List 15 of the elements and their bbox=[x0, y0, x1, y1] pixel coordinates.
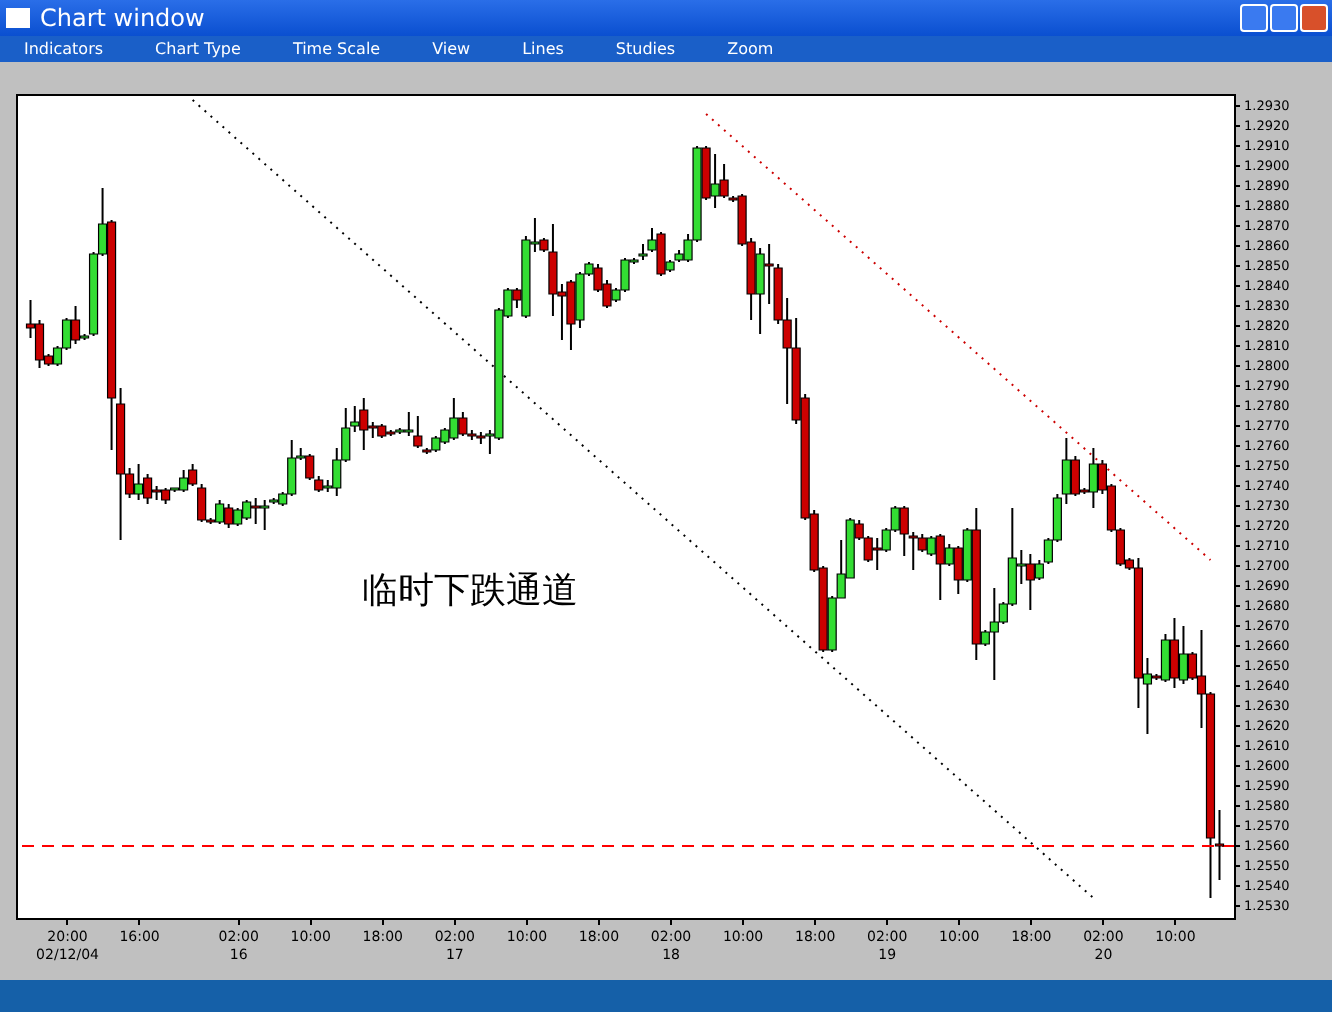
text: Time Scale bbox=[292, 40, 381, 58]
candlestick bbox=[133, 463, 144, 501]
text: Chart Type bbox=[155, 40, 241, 58]
text: Zoom bbox=[727, 40, 774, 58]
candlestick bbox=[1178, 625, 1189, 685]
text: Studies bbox=[615, 40, 676, 58]
text: View bbox=[432, 40, 471, 58]
candlestick bbox=[70, 305, 81, 345]
chart-title: Chart window bbox=[40, 2, 205, 36]
candlestick bbox=[1169, 617, 1180, 689]
text: Indicators bbox=[24, 40, 104, 58]
candlestick bbox=[197, 483, 207, 523]
annotation: 临时下跌通道 bbox=[362, 570, 578, 612]
text: Lines bbox=[522, 40, 564, 58]
candlestick bbox=[413, 415, 423, 449]
